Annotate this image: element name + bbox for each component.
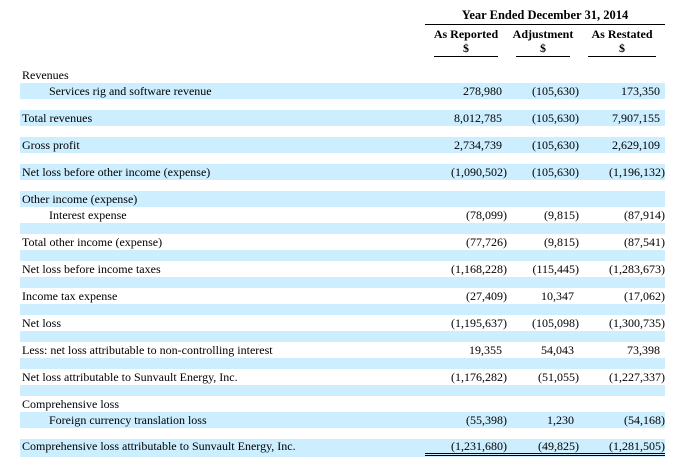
value-adjustment: (9,815) bbox=[544, 235, 579, 249]
value-adjustment: (105,630) bbox=[532, 84, 579, 98]
table-body: Revenues Services rig and software reven… bbox=[20, 67, 665, 457]
spacer-row bbox=[20, 153, 665, 164]
spacer-row bbox=[20, 304, 665, 315]
value-as-restated: 173,350 bbox=[621, 84, 660, 98]
value-as-reported: (77,726) bbox=[466, 235, 507, 249]
table-row: Total other income (expense) (77,726) (9… bbox=[20, 234, 665, 250]
table-row: Gross profit 2,734,739 (105,630) 2,629,1… bbox=[20, 137, 665, 153]
value-as-restated: (1,196,132) bbox=[609, 165, 665, 179]
value-as-reported: (1,176,282) bbox=[451, 370, 507, 384]
table-row: Foreign currency translation loss (55,39… bbox=[20, 412, 665, 428]
currency-symbol: $ bbox=[588, 42, 656, 57]
value-as-restated: 73,398 bbox=[627, 343, 660, 357]
row-label: Other income (expense) bbox=[22, 192, 138, 206]
spacer-row bbox=[20, 358, 665, 369]
table-row: Interest expense (78,099) (9,815) (87,91… bbox=[20, 207, 665, 223]
column-header-adjustment: Adjustment $ bbox=[512, 27, 574, 57]
currency-symbol: $ bbox=[434, 42, 498, 57]
row-label: Interest expense bbox=[49, 208, 127, 222]
value-adjustment: 1,230 bbox=[547, 413, 574, 427]
value-as-reported: 2,734,739 bbox=[454, 138, 502, 152]
value-as-reported: (1,231,680) bbox=[425, 439, 507, 456]
value-adjustment: (105,630) bbox=[532, 111, 579, 125]
value-adjustment: 10,347 bbox=[541, 289, 574, 303]
value-as-restated: (54,168) bbox=[624, 413, 665, 427]
table-row: Net loss before income taxes (1,168,228)… bbox=[20, 261, 665, 277]
value-as-restated: (1,281,505) bbox=[579, 439, 665, 456]
value-adjustment: (49,825) bbox=[507, 439, 579, 456]
section-row: Comprehensive loss bbox=[20, 396, 665, 412]
table-row: Net loss (1,195,637) (105,098) (1,300,73… bbox=[20, 315, 665, 331]
value-as-reported: 19,355 bbox=[469, 343, 502, 357]
value-as-restated: (87,914) bbox=[624, 208, 665, 222]
table-row: Net loss attributable to Sunvault Energy… bbox=[20, 369, 665, 385]
value-as-restated: (1,300,735) bbox=[609, 316, 665, 330]
column-header-as-reported: As Reported $ bbox=[433, 27, 499, 57]
period-header: Year Ended December 31, 2014 bbox=[425, 8, 665, 25]
row-label: Net loss before income taxes bbox=[22, 262, 161, 276]
table-header: Year Ended December 31, 2014 As Reported… bbox=[20, 8, 665, 57]
row-label: Less: net loss attributable to non-contr… bbox=[22, 343, 273, 357]
period-header-group: Year Ended December 31, 2014 As Reported… bbox=[425, 8, 665, 57]
row-label: Total revenues bbox=[22, 111, 93, 125]
row-label: Foreign currency translation loss bbox=[49, 413, 207, 427]
row-label: Services rig and software revenue bbox=[49, 84, 212, 98]
spacer-row bbox=[20, 250, 665, 261]
row-label: Total other income (expense) bbox=[22, 235, 163, 249]
row-label: Comprehensive loss attributable to Sunva… bbox=[22, 439, 296, 453]
value-adjustment: (105,630) bbox=[532, 138, 579, 152]
spacer-row bbox=[20, 180, 665, 191]
section-row: Other income (expense) bbox=[20, 191, 665, 207]
value-as-reported: (78,099) bbox=[466, 208, 507, 222]
value-adjustment: (9,815) bbox=[544, 208, 579, 222]
table-row: Total revenues 8,012,785 (105,630) 7,907… bbox=[20, 110, 665, 126]
value-as-restated: 7,907,155 bbox=[612, 111, 660, 125]
value-adjustment: (51,055) bbox=[538, 370, 579, 384]
row-label: Gross profit bbox=[22, 138, 80, 152]
spacer-row bbox=[20, 428, 665, 439]
value-as-restated: (87,541) bbox=[624, 235, 665, 249]
table-row: Net loss before other income (expense) (… bbox=[20, 164, 665, 180]
spacer-row bbox=[20, 99, 665, 110]
spacer-row bbox=[20, 385, 665, 396]
value-as-reported: 8,012,785 bbox=[454, 111, 502, 125]
table-row: Services rig and software revenue 278,98… bbox=[20, 83, 665, 99]
row-label: Net loss bbox=[22, 316, 61, 330]
currency-symbol: $ bbox=[516, 42, 570, 57]
total-row: Comprehensive loss attributable to Sunva… bbox=[20, 439, 665, 457]
value-as-restated: (17,062) bbox=[624, 289, 665, 303]
value-as-reported: (1,090,502) bbox=[451, 165, 507, 179]
spacer-row bbox=[20, 126, 665, 137]
value-as-reported: (27,409) bbox=[466, 289, 507, 303]
value-adjustment: (105,098) bbox=[532, 316, 579, 330]
value-adjustment: 54,043 bbox=[541, 343, 574, 357]
row-label: Income tax expense bbox=[22, 289, 118, 303]
row-label: Revenues bbox=[22, 68, 69, 82]
row-label: Net loss before other income (expense) bbox=[22, 165, 211, 179]
spacer-row bbox=[20, 277, 665, 288]
value-as-reported: (55,398) bbox=[466, 413, 507, 427]
financial-statement-table: Year Ended December 31, 2014 As Reported… bbox=[20, 8, 665, 457]
value-adjustment: (115,445) bbox=[532, 262, 579, 276]
column-headers: As Reported $ Adjustment $ As Restated $ bbox=[425, 25, 665, 57]
value-as-restated: (1,227,337) bbox=[609, 370, 665, 384]
value-as-reported: (1,195,637) bbox=[451, 316, 507, 330]
value-as-reported: 278,980 bbox=[463, 84, 502, 98]
value-as-restated: (1,283,673) bbox=[609, 262, 665, 276]
section-row: Revenues bbox=[20, 67, 665, 83]
column-header-as-restated: As Restated $ bbox=[579, 28, 665, 57]
value-adjustment: (105,630) bbox=[532, 165, 579, 179]
row-label: Comprehensive loss bbox=[22, 397, 119, 411]
value-as-restated: 2,629,109 bbox=[612, 138, 660, 152]
value-as-reported: (1,168,228) bbox=[451, 262, 507, 276]
table-row: Income tax expense (27,409) 10,347 (17,0… bbox=[20, 288, 665, 304]
spacer-row bbox=[20, 331, 665, 342]
table-row: Less: net loss attributable to non-contr… bbox=[20, 342, 665, 358]
spacer-row bbox=[20, 223, 665, 234]
row-label: Net loss attributable to Sunvault Energy… bbox=[22, 370, 238, 384]
